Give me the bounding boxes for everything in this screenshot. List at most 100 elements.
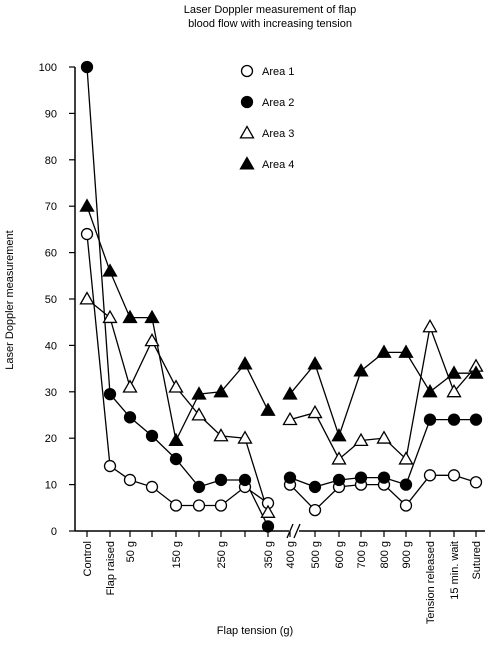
data-point-area-4 [260,402,276,416]
legend-label-area-3: Area 3 [262,128,294,140]
data-point-area-3 [331,451,347,465]
data-point-area-3 [282,411,298,426]
x-ticks: Control Flap raised 50 g 150 g 250 g 350 g 400… [82,531,483,624]
data-point-area-1 [123,473,137,487]
data-point-area-2 [423,413,437,426]
data-point-area-2 [80,60,94,74]
data-point-area-2 [261,520,275,533]
y-tick-label: 100 [39,62,57,74]
data-point-area-3 [213,428,229,442]
y-tick-label: 60 [45,248,57,260]
x-axis-label: Flap tension (g) [217,625,293,637]
legend-label-area-4: Area 4 [262,159,294,171]
x-tick-label: Flap raised [105,541,117,595]
x-tick-label: 50 g [125,541,137,562]
data-point-area-4 [144,309,160,324]
data-point-area-2 [447,413,461,426]
data-point-area-2 [169,452,183,466]
data-point-area-3 [168,379,184,393]
data-point-area-4 [446,365,462,379]
data-point-area-3 [376,430,392,444]
x-tick-label: Tension released [425,541,437,624]
data-point-area-1 [169,499,183,512]
x-tick-label: 250 g [216,541,228,569]
legend-marker-area-1 [240,64,254,78]
legend-marker-area-3 [239,125,255,139]
series-markers [79,60,484,533]
x-tick-label: Sutured [471,541,483,580]
data-point-area-2 [123,411,137,424]
chart-title-line-2: blood flow with increasing tension [188,18,352,30]
x-tick-label: 900 g [401,541,413,569]
data-point-area-3 [237,430,253,444]
data-point-area-3 [446,383,462,398]
x-tick-label: 15 min. wait [449,541,461,600]
y-tick-label: 0 [51,526,57,538]
y-tick-label: 50 [45,294,57,306]
x-tick-label: 800 g [379,541,391,569]
data-point-area-4 [282,386,298,400]
data-point-area-4 [122,309,138,324]
data-point-area-3 [79,291,95,305]
data-point-area-4 [331,428,347,442]
data-point-area-2 [238,473,252,487]
data-point-area-4 [191,386,207,400]
data-point-area-4 [307,356,323,370]
data-point-area-3 [398,451,414,465]
data-point-area-3 [144,332,160,347]
data-point-area-3 [102,309,118,324]
data-point-area-1 [399,499,413,512]
legend: Area 1 Area 2 Area 3 Area 4 [239,64,294,171]
data-point-area-4 [79,198,95,212]
data-point-area-2 [214,473,228,487]
data-point-area-2 [377,471,391,484]
data-point-area-1 [447,469,461,482]
data-point-area-3 [422,319,438,333]
x-tick-label: 700 g [356,541,368,569]
data-point-area-2 [469,413,483,426]
x-tick-label: 500 g [310,541,322,569]
chart-title-line-1: Laser Doppler measurement of flap [184,4,356,16]
legend-marker-area-4 [239,156,255,170]
data-point-area-4 [468,365,484,379]
y-ticks: 0 10 20 30 40 50 60 70 80 90 100 [39,62,75,538]
series-line-area-4 [86,205,269,443]
data-point-area-4 [102,263,118,277]
legend-marker-area-2 [240,95,254,109]
data-point-area-4 [353,363,369,377]
data-point-area-2 [399,478,413,491]
data-point-area-1 [103,459,117,473]
data-point-area-2 [332,473,346,487]
x-tick-label: Control [82,541,94,576]
data-point-area-3 [353,432,369,447]
data-point-area-2 [354,471,368,484]
data-point-area-4 [376,344,392,358]
data-point-area-4 [168,432,184,447]
data-point-area-3 [260,504,276,518]
data-point-area-4 [398,344,414,358]
x-tick-label: 400 g [285,541,297,569]
data-point-area-2 [283,471,297,484]
y-tick-label: 20 [45,433,57,445]
x-tick-label: 350 g [263,541,275,569]
data-point-area-1 [308,503,322,517]
data-point-area-3 [307,404,323,419]
y-tick-label: 70 [45,201,57,213]
data-point-area-4 [213,383,229,398]
y-tick-label: 10 [45,480,57,492]
data-point-area-1 [469,476,483,489]
x-tick-label: 150 g [171,541,183,569]
y-tick-label: 40 [45,340,57,352]
data-point-area-2 [103,387,117,401]
data-point-area-1 [145,480,159,494]
data-point-area-1 [80,227,94,241]
data-point-area-1 [214,499,228,512]
y-tick-label: 80 [45,155,57,167]
y-tick-label: 30 [45,387,57,399]
data-point-area-2 [145,429,159,443]
y-tick-label: 90 [45,108,57,120]
data-point-area-3 [191,407,207,421]
data-point-area-2 [192,480,206,494]
series-line-area-2 [405,418,476,485]
